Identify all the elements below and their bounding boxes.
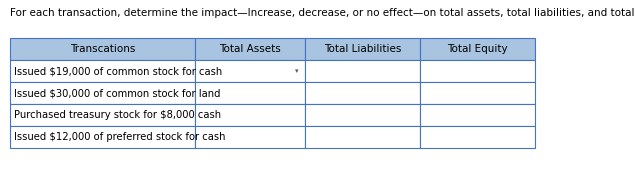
Text: Issued $30,000 of common stock for land: Issued $30,000 of common stock for land (14, 88, 221, 98)
Bar (10, 60, 195, 82)
Bar (420, 38, 535, 60)
Bar (305, 38, 420, 60)
Text: Total Equity: Total Equity (447, 44, 508, 54)
Bar (305, 104, 420, 126)
Bar (305, 82, 420, 104)
Bar (195, 82, 305, 104)
Bar (195, 38, 305, 60)
Bar (420, 82, 535, 104)
Bar (305, 126, 420, 148)
Bar (10, 104, 195, 126)
Bar (420, 126, 535, 148)
Bar (195, 60, 305, 82)
Bar (10, 38, 195, 60)
Bar (195, 126, 305, 148)
Bar (305, 60, 420, 82)
Text: Purchased treasury stock for $8,000 cash: Purchased treasury stock for $8,000 cash (14, 110, 221, 120)
Text: For each transaction, determine the impact—Increase, decrease, or no effect—on t: For each transaction, determine the impa… (10, 8, 636, 18)
Bar (10, 82, 195, 104)
Text: Transcations: Transcations (70, 44, 135, 54)
Bar (10, 126, 195, 148)
Bar (420, 60, 535, 82)
Bar (420, 104, 535, 126)
Text: Total Liabilities: Total Liabilities (324, 44, 401, 54)
Text: ▾: ▾ (295, 68, 299, 74)
Text: Issued $12,000 of preferred stock for cash: Issued $12,000 of preferred stock for ca… (14, 132, 226, 142)
Text: Total Assets: Total Assets (219, 44, 281, 54)
Text: Issued $19,000 of common stock for cash: Issued $19,000 of common stock for cash (14, 66, 222, 76)
Bar (195, 104, 305, 126)
